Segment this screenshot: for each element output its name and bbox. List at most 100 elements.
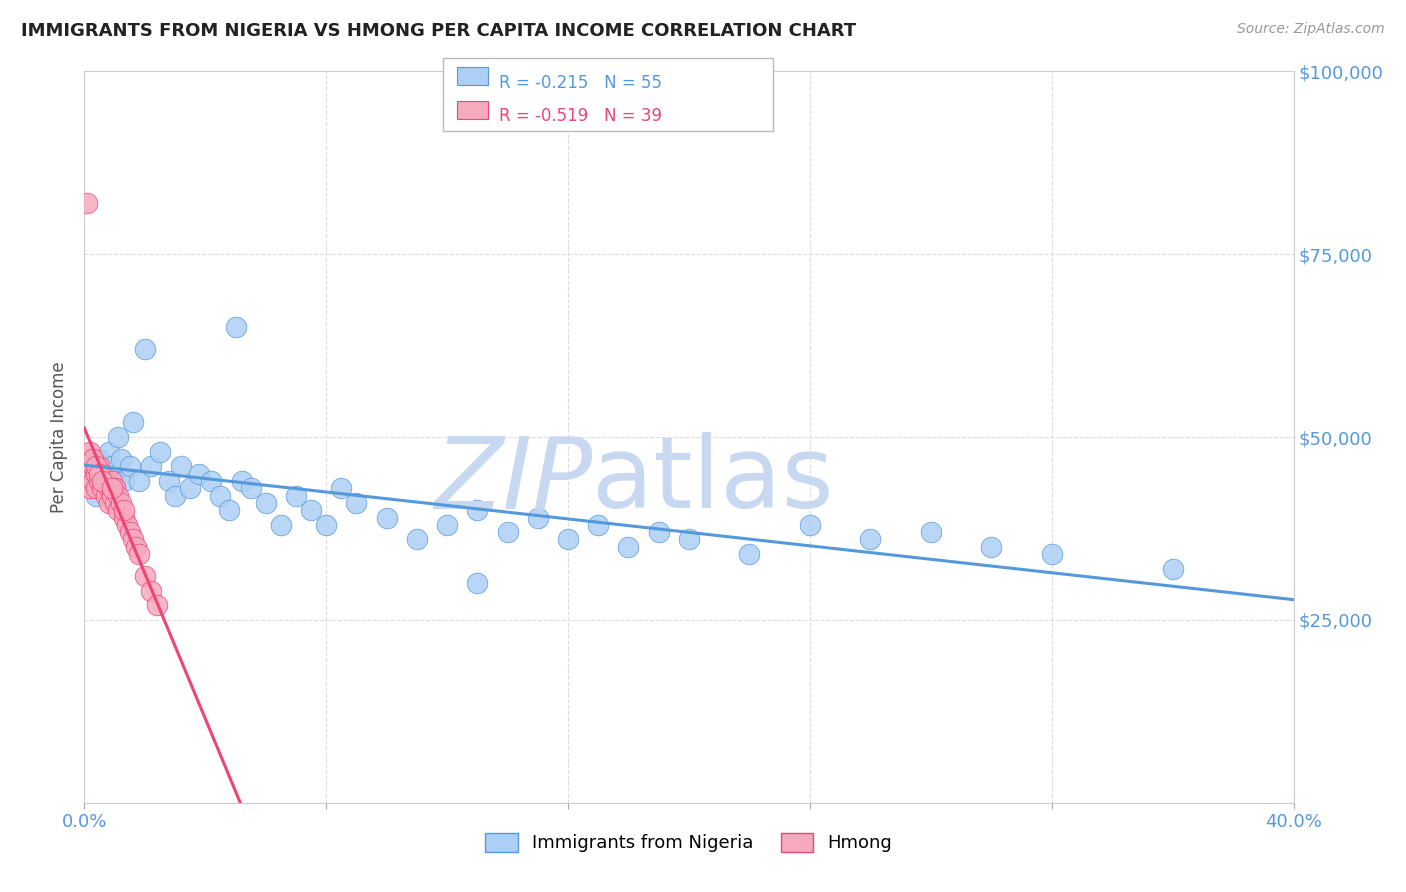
Point [588,517,610,532]
Point [100,481,122,495]
Point [200,474,222,488]
Point [467,503,489,517]
Point [165,489,187,503]
Y-axis label: Per Capita Income: Per Capita Income [51,361,69,513]
Point [100,474,122,488]
Point [76,452,98,467]
Point [527,510,550,524]
Point [100,459,122,474]
Point [188,467,211,481]
Point [97,496,120,510]
Point [104,474,127,488]
Point [79,467,101,481]
Text: R = -0.519   N = 39: R = -0.519 N = 39 [499,107,662,125]
Point [1161,562,1184,576]
Point [738,547,761,561]
Point [115,517,138,532]
Point [225,320,247,334]
Point [270,517,292,532]
Point [285,489,308,503]
Point [91,467,114,481]
Point [91,474,114,488]
Point [91,481,114,495]
Point [139,583,162,598]
Point [112,503,135,517]
Point [209,489,232,503]
Point [617,540,640,554]
Point [112,474,135,488]
Point [406,533,429,547]
Point [149,444,172,458]
Point [91,467,114,481]
Point [330,481,353,495]
Point [157,474,180,488]
Point [179,481,201,495]
Point [239,481,262,495]
Point [89,452,111,467]
Point [100,489,122,503]
Point [107,503,129,517]
Point [94,481,117,495]
Text: R = -0.215   N = 55: R = -0.215 N = 55 [499,74,662,92]
Point [118,525,141,540]
Point [82,459,104,474]
Point [82,474,104,488]
Point [799,517,821,532]
Point [375,510,398,524]
Point [315,517,337,532]
Point [128,474,150,488]
Point [94,474,117,488]
Point [134,343,156,357]
Point [121,416,143,430]
Point [920,525,942,540]
Point [94,489,117,503]
Point [104,496,127,510]
Point [146,599,169,613]
Point [89,459,111,474]
Point [1040,547,1063,561]
Point [128,547,150,561]
Point [79,474,101,488]
Point [107,489,129,503]
Legend: Immigrants from Nigeria, Hmong: Immigrants from Nigeria, Hmong [478,826,900,860]
Text: Source: ZipAtlas.com: Source: ZipAtlas.com [1237,22,1385,37]
Point [859,533,882,547]
Point [170,459,193,474]
Point [980,540,1002,554]
Point [121,533,143,547]
Text: IMMIGRANTS FROM NIGERIA VS HMONG PER CAPITA INCOME CORRELATION CHART: IMMIGRANTS FROM NIGERIA VS HMONG PER CAP… [21,22,856,40]
Point [218,503,240,517]
Point [89,467,111,481]
Point [299,503,322,517]
Point [134,569,156,583]
Point [86,489,108,503]
Point [86,459,108,474]
Point [97,444,120,458]
Point [86,467,108,481]
Text: ZIP: ZIP [434,433,592,530]
Point [79,444,101,458]
Point [125,540,148,554]
Point [76,196,98,211]
Point [104,481,127,495]
Point [436,517,458,532]
Point [139,459,162,474]
Point [254,496,277,510]
Point [110,496,132,510]
Point [346,496,368,510]
Point [118,459,141,474]
Text: atlas: atlas [592,433,834,530]
Point [557,533,579,547]
Point [79,481,101,495]
Point [82,452,104,467]
Point [86,481,108,495]
Point [496,525,519,540]
Point [82,459,104,474]
Point [112,510,135,524]
Point [678,533,700,547]
Point [97,481,120,495]
Point [89,474,111,488]
Point [467,576,489,591]
Point [110,452,132,467]
Point [648,525,671,540]
